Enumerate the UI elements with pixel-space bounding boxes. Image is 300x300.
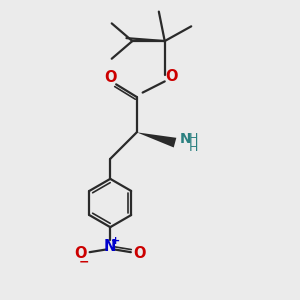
Text: N: N	[179, 132, 191, 146]
Text: O: O	[134, 246, 146, 261]
Text: H: H	[189, 141, 198, 154]
Text: O: O	[165, 69, 178, 84]
Text: H: H	[189, 132, 198, 145]
Polygon shape	[137, 132, 176, 148]
Text: −: −	[79, 255, 90, 268]
Text: O: O	[75, 246, 87, 261]
Text: +: +	[111, 236, 120, 246]
Text: O: O	[104, 70, 116, 86]
Text: N: N	[104, 239, 116, 254]
